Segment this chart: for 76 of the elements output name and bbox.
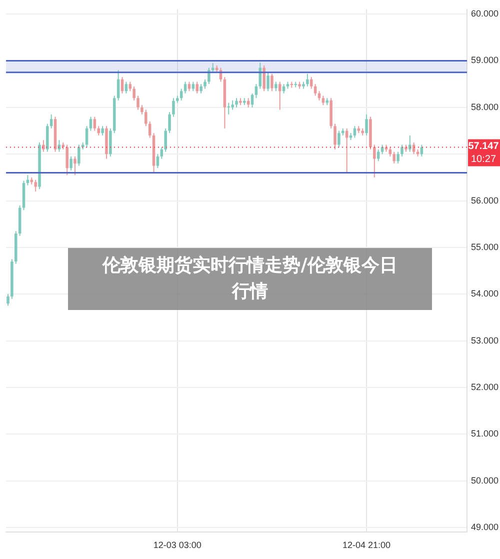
candlestick: [89, 116, 92, 132]
candlestick: [140, 104, 144, 115]
candlestick: [144, 109, 148, 127]
candlestick: [262, 64, 266, 92]
y-tick-label: 51.000: [471, 428, 499, 439]
y-tick-label: 60.000: [471, 8, 499, 19]
candlestick: [235, 98, 238, 108]
candlestick: [6, 294, 10, 306]
candlestick: [132, 86, 136, 101]
candlestick: [392, 151, 396, 164]
candlestick: [376, 148, 380, 162]
candlestick: [196, 81, 198, 94]
candlestick: [78, 144, 80, 166]
candlestick: [231, 100, 234, 110]
y-tick-label: 58.000: [471, 102, 499, 112]
candlestick: [353, 126, 356, 138]
y-tick-label: 55.000: [471, 242, 499, 252]
ref-line-label: 57.147: [468, 140, 500, 152]
candlestick: [314, 84, 317, 96]
candlestick: [136, 95, 140, 110]
candlestick: [208, 67, 210, 85]
candlestick: [124, 81, 128, 94]
candlestick: [164, 128, 167, 152]
candlestick: [93, 116, 96, 132]
candlestick: [338, 130, 340, 148]
candlestick: [156, 154, 160, 169]
candlestick: [396, 151, 400, 164]
candlestick: [70, 156, 72, 171]
y-tick-label: 49.000: [471, 522, 499, 532]
candlestick: [192, 81, 195, 92]
candlestick: [310, 76, 313, 90]
candlestick: [34, 179, 37, 192]
candlestick: [306, 73, 309, 87]
x-tick-label: 12-04 21:00: [342, 540, 391, 550]
candlestick: [204, 78, 206, 90]
candlestick: [274, 81, 278, 92]
candlestick: [46, 123, 49, 152]
y-tick-label: 50.000: [471, 475, 499, 486]
candlestick: [278, 81, 282, 110]
candlestick: [172, 98, 175, 118]
candlestick: [116, 70, 120, 101]
candlestick: [373, 144, 376, 178]
candlestick: [160, 146, 164, 160]
candlestick: [50, 114, 53, 129]
candlestick: [400, 144, 404, 157]
candlestick: [200, 84, 202, 94]
candlestick: [334, 123, 336, 150]
candlestick: [266, 72, 270, 92]
y-tick-label: 52.000: [471, 382, 499, 392]
candlestick: [365, 114, 368, 136]
candlestick: [109, 128, 112, 157]
candlestick: [180, 88, 183, 101]
candlestick: [74, 156, 76, 176]
candlestick: [101, 126, 104, 136]
candlestick: [66, 144, 68, 176]
text: 10:27: [470, 154, 496, 165]
candlestick: [168, 112, 171, 134]
y-tick-label: 59.000: [471, 55, 499, 66]
candlestick: [128, 81, 132, 92]
candlestick: [184, 81, 187, 94]
candlestick: [85, 126, 88, 148]
candlestick: [227, 102, 230, 115]
y-tick-label: 56.000: [471, 195, 499, 206]
candlestick: [211, 62, 214, 73]
candlestick: [322, 95, 325, 106]
candlestick: [270, 73, 274, 92]
candlestick: [97, 126, 100, 136]
y-tick-label: 54.000: [471, 288, 499, 299]
x-tick-label: 12-03 03:00: [153, 540, 202, 550]
candlestick: [408, 134, 412, 152]
candlestick: [188, 81, 191, 92]
candlestick: [254, 84, 258, 99]
candlestick: [42, 140, 45, 152]
candlestick: [345, 128, 348, 174]
candlestick: [380, 144, 384, 155]
y-tick-label: 53.000: [471, 335, 499, 346]
